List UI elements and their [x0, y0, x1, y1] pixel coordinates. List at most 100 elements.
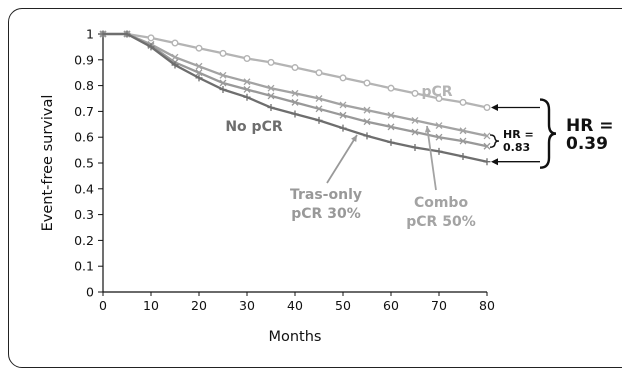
- data-point: [435, 133, 443, 141]
- y-tick-label: 1: [86, 27, 94, 42]
- x-tick-label: 70: [431, 298, 447, 313]
- data-point: [435, 147, 443, 155]
- data-point: [435, 94, 443, 102]
- hr-039-label-line2: 0.39: [566, 134, 608, 154]
- data-point: [459, 153, 467, 161]
- data-point: [243, 86, 251, 93]
- x-tick-label: 80: [479, 298, 495, 313]
- hr-083-brace: [489, 134, 500, 148]
- y-tick-label: 0.8: [74, 78, 94, 93]
- data-point: [483, 142, 491, 150]
- data-point: [219, 79, 227, 87]
- y-tick-label: 0.3: [74, 207, 94, 222]
- series-label-combo-line2: pCR 50%: [406, 214, 475, 230]
- y-tick-label: 0.6: [74, 130, 94, 145]
- data-point: [387, 111, 395, 119]
- data-point: [387, 123, 395, 131]
- data-point: [387, 84, 395, 92]
- data-point: [195, 74, 203, 82]
- data-point: [243, 93, 251, 101]
- pcr-arrow-head: [491, 104, 498, 112]
- data-point: [363, 79, 371, 87]
- data-point: [435, 122, 443, 130]
- y-axis-title: Event-free survival: [40, 95, 56, 232]
- y-tick-label: 0.9: [74, 52, 94, 67]
- data-point: [195, 44, 203, 52]
- x-tick-label: 50: [335, 298, 351, 313]
- data-point: [243, 55, 251, 63]
- data-point: [483, 132, 491, 140]
- data-point: [243, 78, 251, 86]
- tras-only-pointer: [326, 134, 358, 184]
- y-tick-label: 0.2: [74, 233, 94, 248]
- tras-only-pointer-head: [351, 135, 357, 142]
- series-label-combo-line1: Combo: [414, 195, 469, 211]
- data-point: [411, 89, 419, 97]
- series-labels: pCR No pCR Tras-only pCR 30% Combo pCR 50%: [225, 84, 475, 230]
- x-tick-label: 20: [191, 298, 207, 313]
- series-label-pcr: pCR: [421, 84, 452, 100]
- y-tick-label: 0.5: [74, 156, 94, 171]
- data-point: [291, 89, 299, 97]
- data-point: [171, 53, 179, 61]
- data-point: [315, 116, 323, 124]
- data-point: [219, 49, 227, 57]
- data-point: [267, 58, 275, 66]
- hr-083-label-line2: 0.83: [503, 141, 530, 154]
- data-point: [411, 128, 419, 136]
- data-point: [219, 85, 227, 93]
- data-point: [291, 98, 299, 106]
- data-point: [315, 95, 323, 102]
- combo-pointer: [426, 125, 437, 191]
- data-point: [99, 30, 107, 38]
- data-point: [363, 106, 371, 114]
- series-label-no-pcr: No pCR: [225, 119, 283, 135]
- data-point: [363, 132, 371, 140]
- data-point: [339, 101, 347, 109]
- data-point: [459, 98, 467, 106]
- data-point: [291, 110, 299, 118]
- data-point: [171, 61, 179, 69]
- data-point: [267, 104, 275, 112]
- hr-039-brace: [539, 98, 557, 169]
- data-point: [387, 138, 395, 146]
- data-point: [315, 105, 323, 113]
- data-point: [363, 118, 371, 126]
- data-point: [147, 43, 155, 51]
- series-label-tras-only-line2: pCR 30%: [291, 206, 360, 222]
- x-tick-label: 10: [143, 298, 159, 313]
- combo-pointer-head: [424, 126, 431, 133]
- data-point: [459, 127, 467, 135]
- data-point: [195, 69, 203, 77]
- data-point: [339, 111, 347, 119]
- y-tick-label: 0.7: [74, 104, 94, 119]
- x-tick-label: 60: [383, 298, 399, 313]
- data-point: [219, 71, 227, 79]
- y-tick-label: 0.4: [74, 181, 94, 196]
- data-point: [339, 74, 347, 82]
- data-point: [123, 30, 131, 38]
- x-tick-label: 40: [287, 298, 303, 313]
- data-point: [411, 144, 419, 152]
- data-point: [291, 64, 299, 72]
- data-point: [267, 92, 275, 100]
- data-point: [147, 34, 155, 42]
- y-tick-label: 0: [86, 285, 94, 300]
- y-tick-label: 0.1: [74, 259, 94, 274]
- x-axis-title: Months: [268, 329, 321, 344]
- series-label-tras-only-line1: Tras-only: [290, 187, 362, 203]
- data-point: [195, 62, 203, 70]
- axes: 0 10 20 30 40 50 60 70 80 0 0.1 0.2 0.3 0.4 0.5 0.6 0.7 0…: [40, 27, 495, 345]
- data-point: [411, 116, 419, 124]
- data-point: [459, 137, 467, 145]
- series-3: [99, 30, 491, 166]
- event-free-survival-chart: 0 10 20 30 40 50 60 70 80 0 0.1 0.2 0.3 0.4 0.5 0.6 0.7 0…: [40, 27, 613, 345]
- data-point: [171, 39, 179, 47]
- data-point: [315, 69, 323, 77]
- x-tick-label: 30: [239, 298, 255, 313]
- no-pcr-arrow-head: [491, 158, 498, 166]
- data-point: [483, 104, 491, 112]
- hr-039-label-line1: HR =: [566, 116, 613, 136]
- series-layer: [99, 30, 491, 166]
